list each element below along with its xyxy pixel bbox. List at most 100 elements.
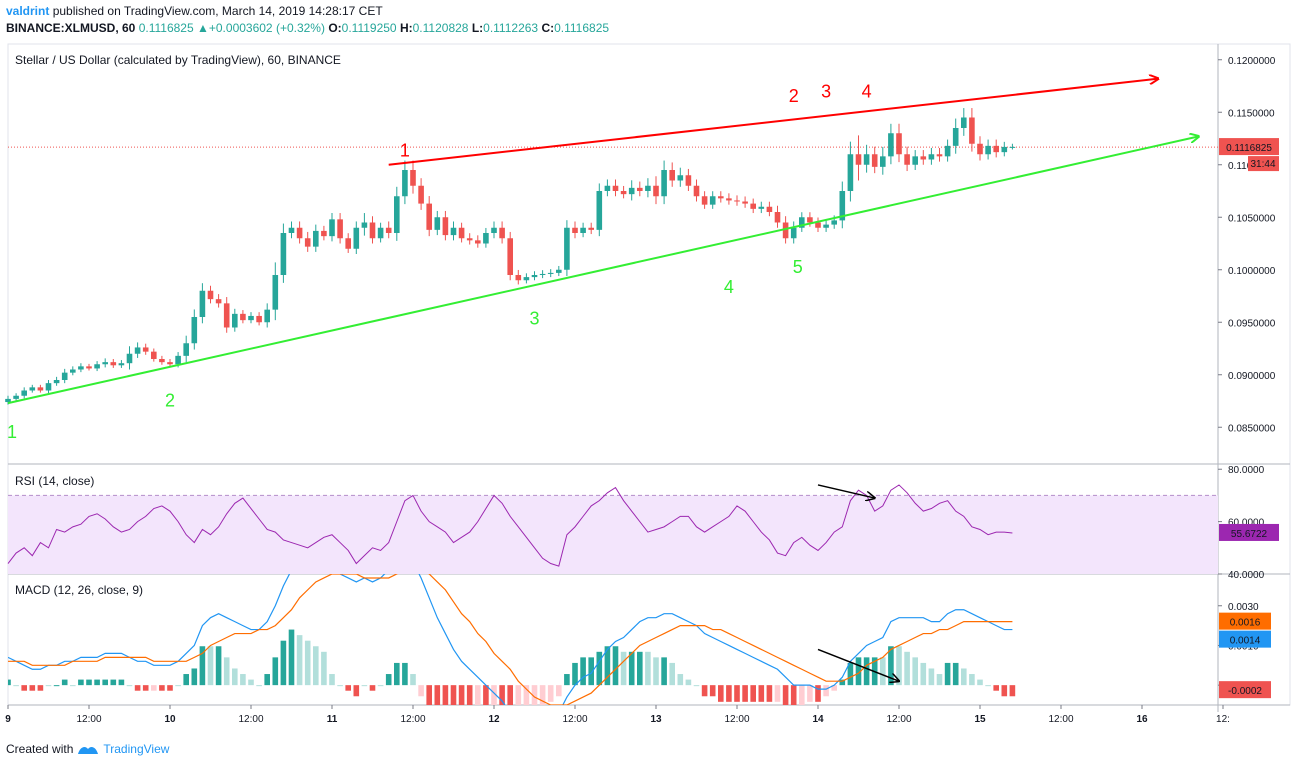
candle-body[interactable] <box>426 203 432 230</box>
candle-body[interactable] <box>904 154 910 165</box>
candle-body[interactable] <box>726 198 732 201</box>
candle-body[interactable] <box>661 170 667 197</box>
candle-body[interactable] <box>215 299 222 304</box>
candle-body[interactable] <box>280 233 287 275</box>
candle-body[interactable] <box>669 170 675 181</box>
candle-body[interactable] <box>304 238 311 247</box>
candle-body[interactable] <box>677 175 684 181</box>
candle-body[interactable] <box>450 227 457 236</box>
candle-body[interactable] <box>596 191 603 230</box>
candle-body[interactable] <box>159 359 165 363</box>
tradingview-brand[interactable]: TradingView <box>103 742 170 756</box>
candle-body[interactable] <box>70 369 76 373</box>
candle-body[interactable] <box>604 185 611 191</box>
candle-body[interactable] <box>45 383 52 391</box>
candle-body[interactable] <box>580 227 586 233</box>
candle-body[interactable] <box>369 222 376 239</box>
candle-body[interactable] <box>936 154 943 157</box>
candle-body[interactable] <box>693 185 700 197</box>
candle-body[interactable] <box>264 309 270 323</box>
candle-body[interactable] <box>815 222 821 228</box>
candle-body[interactable] <box>288 227 295 233</box>
candle-body[interactable] <box>928 154 935 160</box>
rsi-line[interactable] <box>7 484 1013 567</box>
candle-body[interactable] <box>685 175 692 186</box>
candle-body[interactable] <box>1009 146 1016 148</box>
candle-body[interactable] <box>361 222 368 228</box>
candle-body[interactable] <box>29 387 36 391</box>
candle-body[interactable] <box>799 217 805 228</box>
candle-body[interactable] <box>475 240 481 244</box>
candle-body[interactable] <box>256 315 262 323</box>
candle-body[interactable] <box>839 191 846 221</box>
candle-body[interactable] <box>175 355 181 365</box>
candle-body[interactable] <box>94 364 100 369</box>
candle-body[interactable] <box>385 227 392 233</box>
candle-body[interactable] <box>855 154 862 165</box>
candle-body[interactable] <box>491 227 497 233</box>
macd-divergence-arrow[interactable] <box>817 648 899 681</box>
candle-body[interactable] <box>199 290 206 317</box>
candle-body[interactable] <box>126 353 133 364</box>
candle-body[interactable] <box>847 154 854 191</box>
candle-body[interactable] <box>507 238 513 275</box>
candle-body[interactable] <box>766 206 773 212</box>
candle-body[interactable] <box>167 362 173 365</box>
candle-body[interactable] <box>588 227 594 230</box>
candle-body[interactable] <box>240 313 246 321</box>
candle-body[interactable] <box>183 343 189 356</box>
candle-body[interactable] <box>961 117 967 129</box>
candle-body[interactable] <box>734 200 740 202</box>
candle-body[interactable] <box>110 362 117 366</box>
candle-body[interactable] <box>207 290 214 300</box>
candle-body[interactable] <box>102 362 108 365</box>
candle-body[interactable] <box>78 366 84 370</box>
price-pane[interactable]: 0.12000000.11500000.11000000.10500000.10… <box>5 56 1279 442</box>
candle-body[interactable] <box>863 154 870 165</box>
candle-body[interactable] <box>345 238 351 249</box>
candle-body[interactable] <box>912 156 918 165</box>
candle-body[interactable] <box>831 220 837 225</box>
candle-body[interactable] <box>321 230 327 237</box>
candle-body[interactable] <box>5 398 11 403</box>
candle-body[interactable] <box>232 313 238 328</box>
candle-body[interactable] <box>353 227 360 249</box>
candle-body[interactable] <box>531 275 538 278</box>
time-axis[interactable]: 9 12:00 10 12:00 11 12:00 12 12:00 13 12:00 14 12:0… <box>5 705 1230 725</box>
candle-body[interactable] <box>410 170 416 186</box>
candle-body[interactable] <box>807 217 813 223</box>
candle-body[interactable] <box>758 206 765 209</box>
candle-body[interactable] <box>434 217 441 230</box>
candle-body[interactable] <box>151 351 157 359</box>
candle-body[interactable] <box>709 196 716 205</box>
candle-body[interactable] <box>782 222 789 239</box>
candle-body[interactable] <box>61 372 68 380</box>
resistance-trendline[interactable] <box>388 79 1158 166</box>
macd-plot[interactable] <box>5 554 1016 740</box>
candle-body[interactable] <box>985 145 991 155</box>
candle-body[interactable] <box>612 185 619 191</box>
candle-body[interactable] <box>377 227 384 239</box>
chart-canvas[interactable]: 0.12000000.11500000.11000000.10500000.10… <box>0 0 1295 740</box>
candle-body[interactable] <box>888 133 894 157</box>
candle-body[interactable] <box>952 128 959 146</box>
candle-body[interactable] <box>701 196 708 205</box>
candle-body[interactable] <box>823 224 829 228</box>
candle-body[interactable] <box>483 233 489 244</box>
signal-line[interactable] <box>8 570 1013 705</box>
candle-body[interactable] <box>296 227 303 239</box>
candle-body[interactable] <box>969 117 975 144</box>
rsi-divergence-arrow[interactable] <box>817 484 875 498</box>
author-name[interactable]: valdrint <box>6 4 50 18</box>
macd-line[interactable] <box>8 554 1013 725</box>
candle-body[interactable] <box>718 196 724 199</box>
candle-body[interactable] <box>313 230 319 247</box>
candle-body[interactable] <box>920 156 927 160</box>
candle-body[interactable] <box>750 203 756 209</box>
candle-body[interactable] <box>944 145 951 157</box>
candle-body[interactable] <box>272 275 279 310</box>
candle-body[interactable] <box>86 366 92 369</box>
candle-body[interactable] <box>523 277 530 281</box>
candle-body[interactable] <box>790 227 797 239</box>
candle-body[interactable] <box>564 227 570 270</box>
